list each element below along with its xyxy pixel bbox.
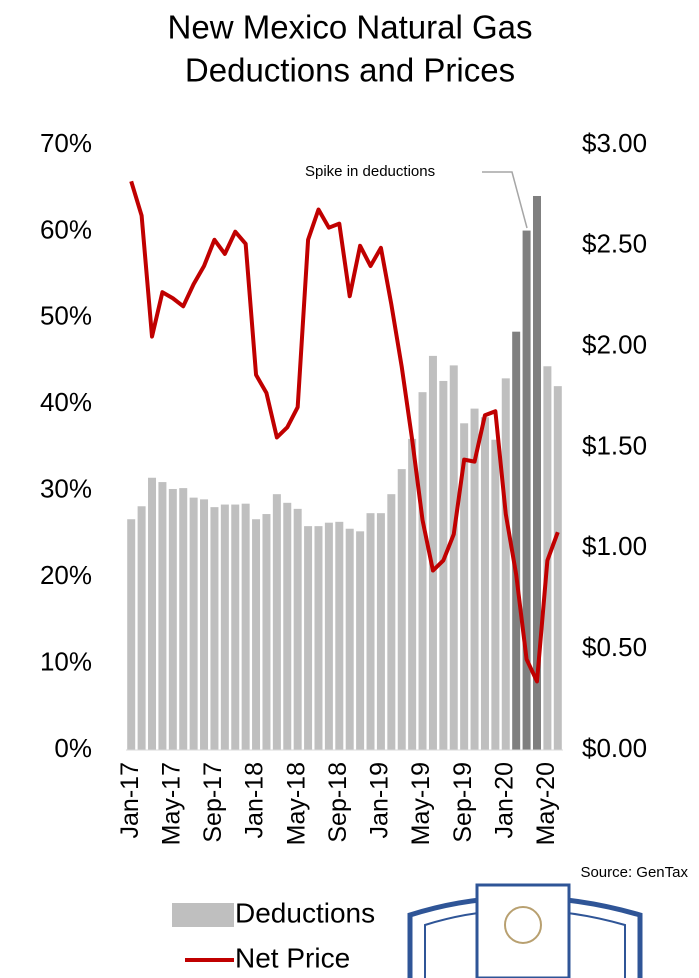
bar [532, 195, 541, 750]
bar [397, 469, 406, 750]
line [129, 180, 560, 684]
y-tick-label: 0% [54, 733, 92, 763]
bar [512, 331, 521, 750]
bar [283, 502, 292, 750]
y2-tick-label: $2.00 [582, 330, 647, 360]
bar [376, 513, 385, 750]
bar [220, 504, 229, 750]
y-tick-label: 20% [40, 560, 92, 590]
bar [158, 482, 167, 750]
bar [252, 519, 261, 750]
bar [480, 417, 489, 750]
bar [137, 506, 146, 750]
bar [387, 494, 396, 750]
y2-tick-label: $1.50 [582, 430, 647, 460]
bar [127, 519, 136, 750]
logo [407, 883, 643, 978]
y2-tick-label: $3.00 [582, 128, 647, 158]
bar [460, 423, 469, 750]
bar [210, 507, 219, 750]
x-tick-label: Sep-17 [199, 762, 227, 843]
bar [449, 365, 458, 750]
bar [428, 355, 437, 750]
bar [522, 230, 531, 751]
x-tick-label: May-17 [157, 762, 185, 845]
bar [200, 499, 209, 750]
bar [262, 514, 271, 750]
y2-tick-label: $0.00 [582, 733, 647, 763]
y-tick-label: 60% [40, 214, 92, 244]
bar [189, 497, 198, 750]
y2-tick-label: $0.50 [582, 632, 647, 662]
bar [231, 504, 240, 750]
bar [418, 392, 427, 750]
chart-title: New Mexico Natural Gas [168, 9, 533, 46]
bar [366, 513, 375, 750]
bar [345, 528, 354, 750]
x-tick-label: Jan-20 [490, 762, 518, 838]
bar [439, 380, 448, 750]
x-tick-label: Sep-18 [324, 762, 352, 843]
y-tick-label: 30% [40, 474, 92, 504]
bar [553, 386, 562, 750]
bar [304, 526, 313, 750]
bar [408, 438, 417, 750]
legend-swatch [172, 903, 234, 927]
bar [470, 408, 479, 750]
annotation: Spike in deductions [305, 163, 435, 180]
bar [356, 531, 365, 750]
legend-label: Net Price [235, 942, 350, 973]
x-tick-label: Jan-17 [116, 762, 144, 838]
bar [491, 439, 500, 750]
x-tick-label: Sep-19 [449, 762, 477, 843]
chart-title: Deductions and Prices [185, 52, 515, 89]
bar [293, 508, 302, 750]
legend-label: Deductions [235, 897, 375, 928]
bar [179, 488, 188, 750]
y-tick-label: 10% [40, 646, 92, 676]
x-tick-label: Jan-18 [241, 762, 269, 838]
bar [324, 522, 333, 750]
y2-tick-label: $1.00 [582, 531, 647, 561]
y-tick-label: 50% [40, 301, 92, 331]
y2-tick-label: $2.50 [582, 229, 647, 259]
x-tick-label: May-18 [282, 762, 310, 845]
annotation-leader [482, 171, 528, 229]
bar [501, 378, 510, 750]
bar [148, 477, 157, 750]
bar [314, 526, 323, 750]
x-tick-label: Jan-19 [366, 762, 394, 838]
x-tick-label: May-19 [407, 762, 435, 845]
bar [272, 494, 281, 750]
bar [168, 488, 177, 750]
bar [335, 521, 344, 750]
bar [241, 503, 250, 750]
x-tick-label: May-20 [532, 762, 560, 845]
y-tick-label: 40% [40, 387, 92, 417]
y-tick-label: 70% [40, 128, 92, 158]
source: Source: GenTax [580, 864, 688, 881]
